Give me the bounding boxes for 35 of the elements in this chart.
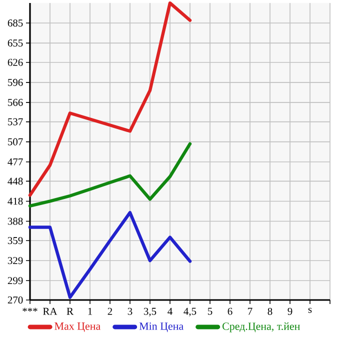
x-tick-label: s xyxy=(308,308,312,313)
line-series xyxy=(28,210,192,299)
y-tick-label: 418 xyxy=(8,198,23,205)
y-tick-label: 626 xyxy=(8,58,23,66)
x-tick-label: 3,5 xyxy=(144,308,156,316)
y-tick-label: 270 xyxy=(8,296,23,304)
y-tick-label: 596 xyxy=(8,78,23,86)
legend-label: Сред.Цена, т.йен xyxy=(222,322,300,332)
y-tick-label: 477 xyxy=(8,158,23,166)
x-tick-label: 7 xyxy=(248,308,252,315)
x-tick-label: 3 xyxy=(128,308,132,315)
y-tick-label: 655 xyxy=(8,40,23,47)
x-tick-label: 6 xyxy=(228,308,232,315)
y-tick-label: 299 xyxy=(8,277,23,284)
y-tick-label: 566 xyxy=(8,98,23,106)
x-tick-label: 8 xyxy=(268,308,272,315)
y-tick-label: 448 xyxy=(8,178,23,185)
y-tick-label: 359 xyxy=(8,237,23,244)
x-tick-label: RA xyxy=(43,308,58,315)
x-tick-label: 4 xyxy=(168,308,172,315)
x-tick-label: 1 xyxy=(88,308,92,315)
x-tick-label: 2 xyxy=(108,308,112,315)
y-tick-label: 507 xyxy=(8,138,23,146)
x-tick-label: R xyxy=(66,308,74,315)
legend-label: Min Цена xyxy=(139,322,184,332)
y-tick-label: 537 xyxy=(8,118,23,126)
legend-label: Max Цена xyxy=(54,322,100,332)
y-tick-label: 329 xyxy=(8,257,23,264)
y-tick-label: 685 xyxy=(8,19,23,27)
x-tick-label: 5 xyxy=(208,308,212,315)
line-series xyxy=(28,142,192,208)
x-tick-label: 9 xyxy=(288,308,292,315)
x-tick-label: 4,5 xyxy=(184,308,196,316)
x-tick-label: *** xyxy=(22,308,38,312)
y-tick-label: 388 xyxy=(8,218,23,225)
